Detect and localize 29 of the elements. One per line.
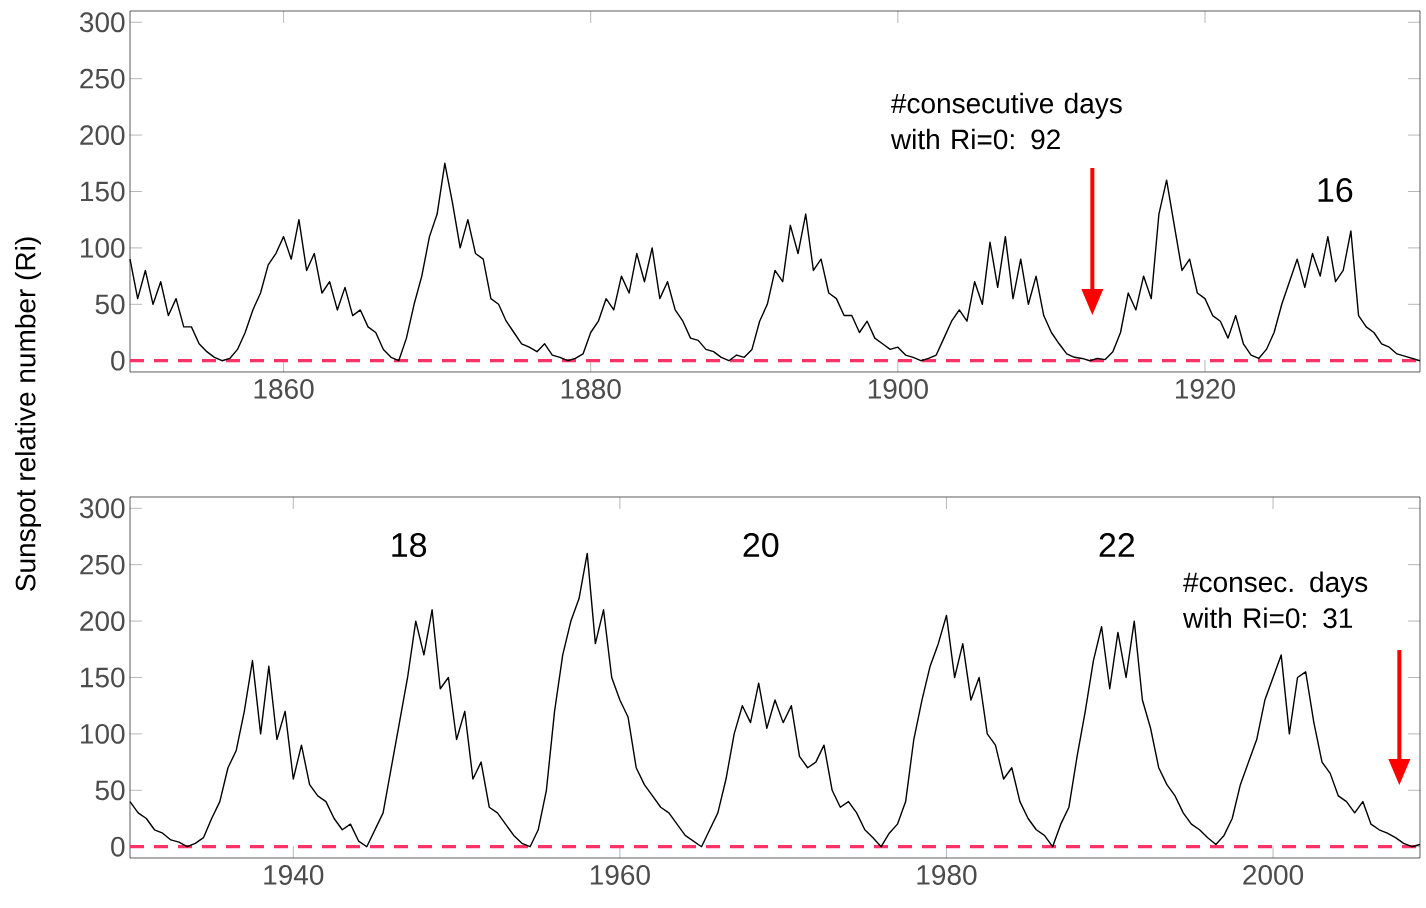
y-tick-label: 0 bbox=[111, 350, 125, 371]
y-tick-label: 50 bbox=[95, 294, 125, 315]
y-tick-label: 150 bbox=[81, 181, 125, 202]
annotation: #consecutive days with Ri=0: 92 bbox=[890, 92, 1122, 150]
y-tick-label: 300 bbox=[79, 12, 125, 33]
y-tick-label: 250 bbox=[80, 554, 125, 575]
y-axis-title: Sunspot relative number (Ri) bbox=[14, 237, 42, 591]
annotation: 16 bbox=[1318, 178, 1353, 203]
y-tick-label: 50 bbox=[95, 780, 125, 801]
x-tick-label: 2000 bbox=[1243, 865, 1304, 885]
y-tick-label: 250 bbox=[80, 68, 125, 89]
y-tick-label: 200 bbox=[80, 611, 125, 631]
y-tick-label: 150 bbox=[81, 667, 125, 688]
y-tick-label: 0 bbox=[111, 836, 125, 857]
y-tick-label: 100 bbox=[81, 237, 125, 258]
annotation: 20 bbox=[743, 532, 779, 558]
x-tick-label: 1940 bbox=[264, 865, 324, 885]
x-tick-label: 1980 bbox=[917, 865, 977, 885]
x-tick-label: 1860 bbox=[254, 379, 314, 399]
y-tick-label: 100 bbox=[81, 723, 125, 744]
y-tick-label: 200 bbox=[80, 125, 125, 145]
y-tick-label: 300 bbox=[79, 498, 125, 519]
annotation: 18 bbox=[392, 532, 427, 558]
annotation: #consec. days with Ri=0: 31 bbox=[1182, 571, 1368, 629]
x-tick-label: 1920 bbox=[1175, 379, 1236, 399]
annotation: 22 bbox=[1099, 533, 1135, 557]
x-tick-label: 1960 bbox=[590, 865, 650, 885]
x-tick-label: 1900 bbox=[868, 379, 928, 399]
x-tick-label: 1880 bbox=[561, 379, 621, 399]
